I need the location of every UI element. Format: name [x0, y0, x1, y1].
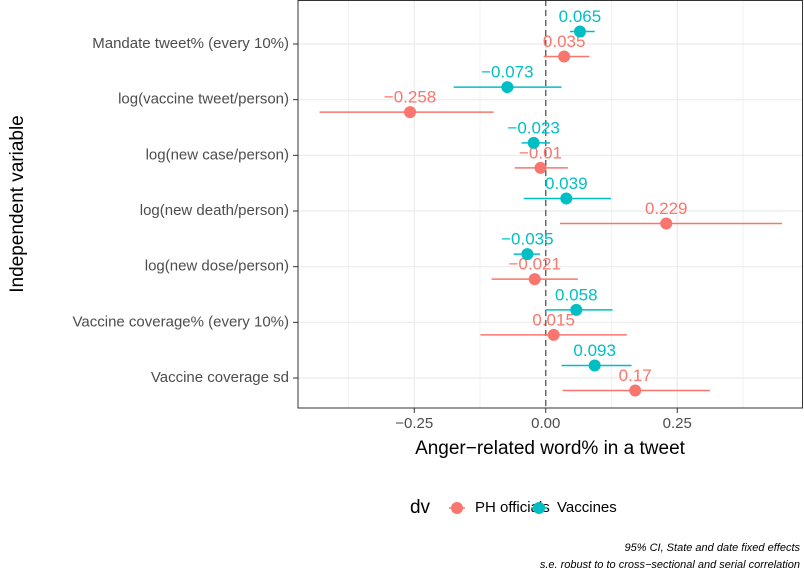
- value-label: −0.01: [519, 143, 562, 162]
- value-label: 0.058: [555, 285, 598, 304]
- x-axis-title: Anger−related word% in a tweet: [415, 438, 686, 459]
- point: [521, 248, 534, 261]
- point: [570, 303, 583, 316]
- y-tick-label: log(new death/person): [140, 202, 289, 219]
- legend-title: dv: [410, 497, 431, 518]
- y-tick-label: Mandate tweet% (every 10%): [92, 35, 289, 52]
- point: [528, 273, 541, 286]
- point: [501, 81, 514, 94]
- value-label: −0.023: [507, 118, 559, 137]
- plot-panel: [298, 0, 803, 408]
- point: [404, 106, 417, 119]
- legend-label: PH officials: [475, 499, 550, 516]
- value-label: −0.035: [501, 230, 553, 249]
- x-tick-label: −0.25: [395, 415, 433, 432]
- legend-key: [451, 502, 463, 514]
- value-label: 0.015: [532, 310, 575, 329]
- value-label: 0.065: [559, 7, 602, 26]
- point: [660, 217, 673, 230]
- legend-key: [533, 502, 545, 514]
- value-label: 0.17: [619, 366, 652, 385]
- caption: 95% CI, State and date fixed effects: [625, 542, 801, 554]
- value-label: 0.229: [645, 199, 688, 218]
- point: [527, 136, 540, 149]
- legend-label: Vaccines: [557, 499, 617, 516]
- y-tick-label: log(new case/person): [146, 146, 289, 163]
- value-label: 0.093: [573, 341, 616, 360]
- y-axis-title: Independent variable: [7, 115, 28, 292]
- point: [534, 161, 547, 174]
- caption: s.e. robust to to cross−sectional and se…: [540, 559, 800, 571]
- y-tick-label: Vaccine coverage% (every 10%): [73, 313, 290, 330]
- value-label: −0.073: [481, 63, 533, 82]
- point: [560, 192, 573, 205]
- point: [547, 328, 560, 341]
- value-label: −0.021: [508, 255, 560, 274]
- plot-border: [297, 0, 803, 409]
- x-tick-label: 0.25: [663, 415, 692, 432]
- point: [573, 25, 586, 38]
- x-tick-label: 0.00: [531, 415, 560, 432]
- point: [558, 50, 571, 63]
- y-tick-label: log(vaccine tweet/person): [118, 91, 289, 108]
- value-label: 0.039: [545, 174, 588, 193]
- y-tick-label: log(new dose/person): [145, 258, 289, 275]
- value-label: 0.035: [543, 32, 586, 51]
- y-tick-label: Vaccine coverage sd: [151, 369, 289, 386]
- point: [588, 359, 601, 372]
- value-label: −0.258: [384, 88, 436, 107]
- point: [629, 384, 642, 397]
